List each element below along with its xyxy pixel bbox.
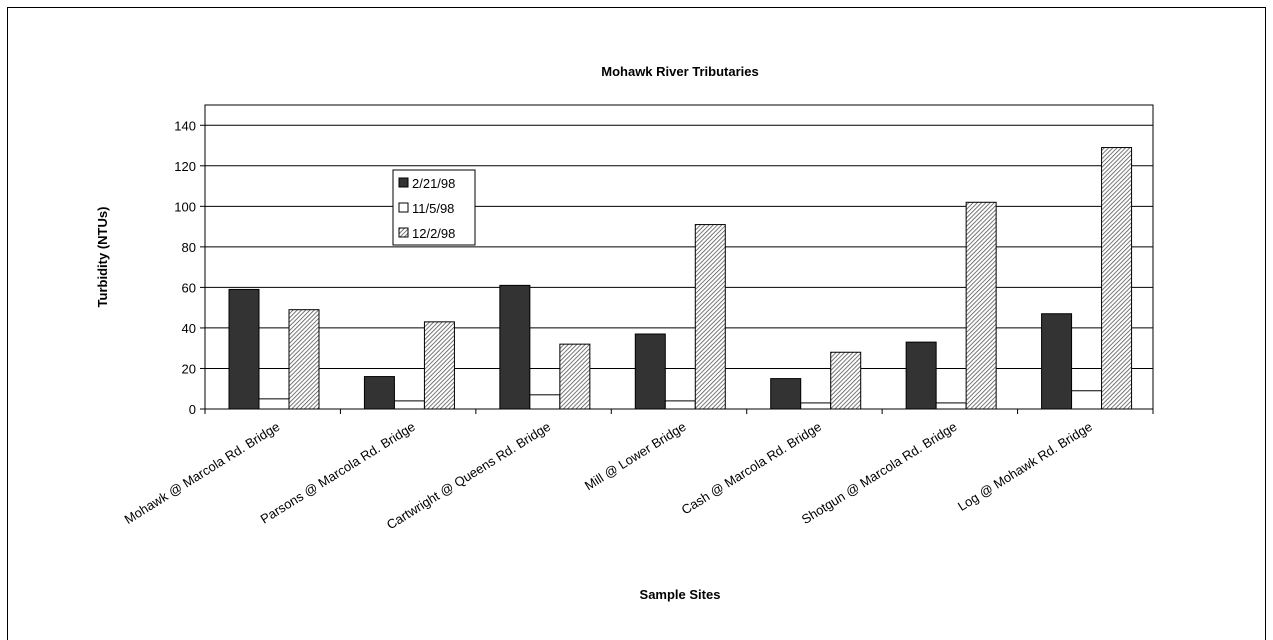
bar	[288, 309, 320, 410]
legend-swatch	[398, 227, 409, 238]
chart-title: Mohawk River Tributaries	[601, 64, 759, 79]
y-tick-label: 140	[174, 118, 196, 133]
y-axis-title: Turbidity (NTUs)	[95, 207, 110, 308]
x-tick-label: Mill @ Lower Bridge	[582, 419, 689, 493]
x-axis-title: Sample Sites	[640, 587, 721, 602]
bar	[228, 288, 260, 410]
bar	[664, 400, 696, 410]
bar	[393, 400, 425, 410]
bar	[694, 224, 726, 410]
y-tick-label: 0	[189, 402, 196, 417]
bar	[770, 378, 802, 410]
bar	[529, 394, 561, 410]
bar	[363, 376, 395, 410]
bar	[830, 351, 862, 410]
x-tick-label: Shotgun @ Marcola Rd. Bridge	[799, 419, 960, 527]
bar	[559, 343, 591, 410]
y-tick-label: 100	[174, 199, 196, 214]
bar	[258, 398, 290, 410]
legend-label: 2/21/98	[412, 176, 455, 191]
bar	[965, 201, 997, 410]
bar	[634, 333, 666, 410]
legend-swatch	[398, 177, 409, 188]
x-tick-label: Mohawk @ Marcola Rd. Bridge	[122, 419, 283, 527]
bar	[1101, 147, 1133, 410]
bar	[1041, 313, 1073, 410]
legend-swatch	[398, 202, 409, 213]
bar	[800, 402, 832, 410]
bar	[499, 284, 531, 410]
bar	[905, 341, 937, 410]
y-tick-label: 120	[174, 159, 196, 174]
legend-label: 12/2/98	[412, 226, 455, 241]
plot-area	[204, 104, 1154, 410]
y-tick-label: 60	[182, 280, 196, 295]
x-tick-label: Cash @ Marcola Rd. Bridge	[679, 419, 824, 518]
x-tick-label: Parsons @ Marcola Rd. Bridge	[258, 419, 418, 527]
x-tick-label: Log @ Mohawk Rd. Bridge	[955, 419, 1095, 514]
legend-label: 11/5/98	[412, 201, 454, 216]
y-tick-label: 80	[182, 240, 196, 255]
bar	[1071, 390, 1103, 410]
bar	[935, 402, 967, 410]
y-tick-label: 20	[182, 361, 196, 376]
frame	[7, 7, 1266, 640]
y-tick-label: 40	[182, 321, 196, 336]
bar	[423, 321, 455, 410]
